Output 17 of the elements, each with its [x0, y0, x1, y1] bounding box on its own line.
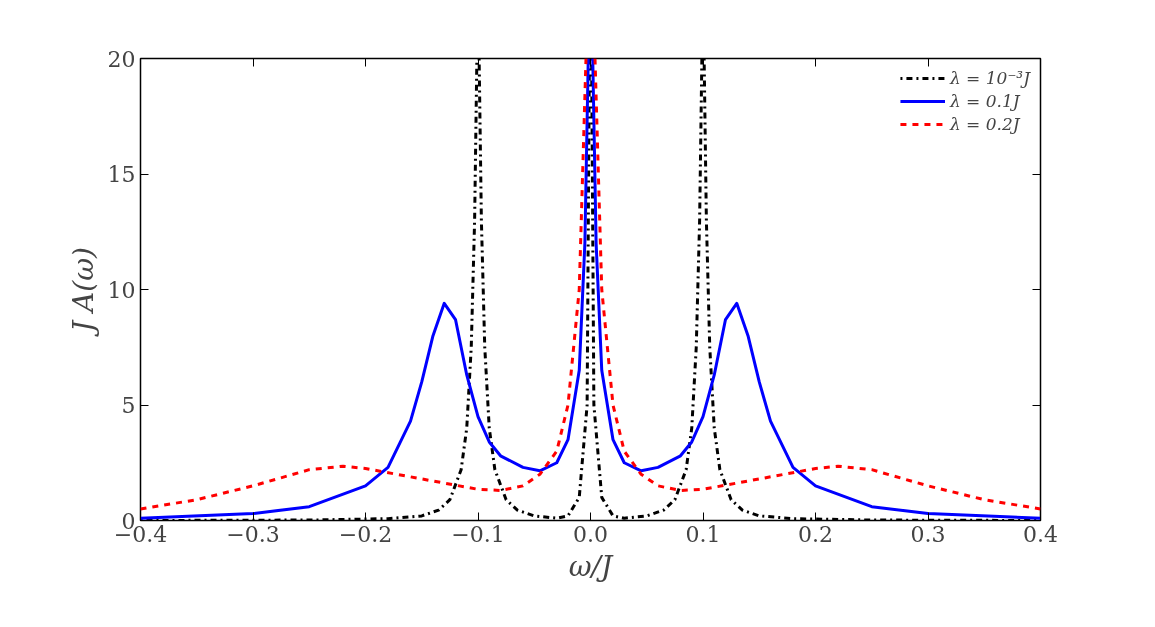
x-tick-label: 0.1	[685, 521, 721, 547]
legend-label: λ = 10⁻³J	[949, 68, 1030, 88]
x-axis-title: ω/J	[568, 549, 615, 583]
y-tick-label: 20	[107, 46, 136, 72]
x-tick-label: −0.1	[451, 521, 505, 547]
legend-label: λ = 0.1J	[949, 91, 1020, 111]
x-tick-label: 0.4	[1023, 521, 1059, 547]
x-tick-label: 0.2	[798, 521, 834, 547]
y-axis-title: J A(ω)	[66, 246, 100, 338]
legend-label: λ = 0.2J	[949, 114, 1020, 134]
x-tick-label: −0.2	[338, 521, 393, 547]
y-tick-label: 10	[107, 277, 136, 303]
y-tick-label: 15	[107, 162, 136, 187]
x-tick-label: 0.3	[910, 521, 946, 547]
y-tick-label: 5	[121, 393, 136, 418]
x-tick-label: 0.0	[573, 521, 609, 547]
x-tick-label: −0.3	[226, 521, 280, 547]
